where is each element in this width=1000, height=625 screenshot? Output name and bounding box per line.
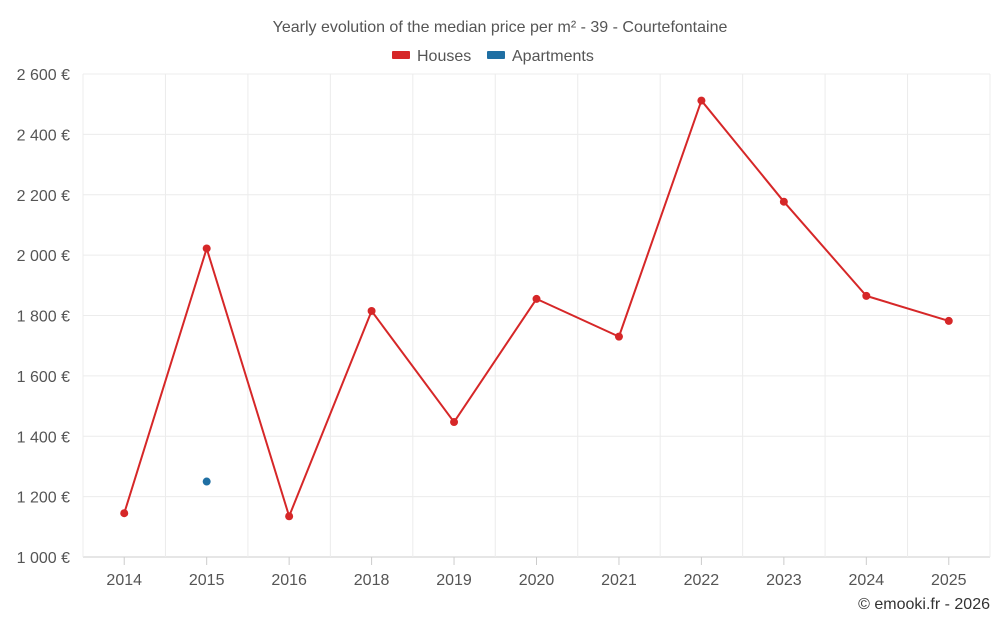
y-tick-label: 2 600 € [17, 67, 70, 84]
x-tick-label: 2020 [519, 572, 555, 589]
legend: Houses Apartments [392, 48, 594, 65]
legend-item-apartments[interactable]: Apartments [487, 48, 594, 65]
chart-title: Yearly evolution of the median price per… [273, 19, 728, 36]
data-point-houses-2016[interactable] [285, 512, 294, 521]
y-tick-label: 2 200 € [17, 188, 70, 205]
data-point-houses-2023[interactable] [779, 197, 788, 206]
grid [82, 73, 991, 565]
y-tick-label: 1 200 € [17, 490, 70, 507]
series-layer [120, 96, 953, 521]
legend-label-houses: Houses [417, 48, 471, 65]
y-tick-label: 1 800 € [17, 309, 70, 326]
data-point-houses-2024[interactable] [862, 291, 871, 300]
legend-item-houses[interactable]: Houses [392, 48, 471, 65]
data-point-houses-2019[interactable] [450, 418, 459, 427]
x-tick-label: 2022 [684, 572, 720, 589]
x-tick-label: 2023 [766, 572, 802, 589]
data-point-houses-2018[interactable] [367, 306, 376, 315]
data-point-houses-2025[interactable] [944, 316, 953, 325]
data-point-houses-2020[interactable] [532, 294, 541, 303]
x-tick-label: 2015 [189, 572, 225, 589]
credit-text: © emooki.fr - 2026 [858, 596, 990, 613]
y-tick-label: 1 000 € [17, 550, 70, 567]
x-tick-label: 2021 [601, 572, 637, 589]
x-tick-label: 2016 [271, 572, 307, 589]
legend-swatch-apartments [487, 51, 505, 59]
x-axis-tick-labels: 2014 2015 2016 2018 2019 2020 2021 2022 2023 2024… [106, 572, 966, 589]
legend-label-apartments: Apartments [512, 48, 594, 65]
data-point-houses-2015[interactable] [202, 244, 211, 253]
y-axis-tick-labels: 1 000 € 1 200 € 1 400 € 1 600 € 1 800 € 2 000… [17, 67, 70, 567]
data-point-houses-2014[interactable] [120, 509, 129, 518]
x-tick-label: 2014 [106, 572, 142, 589]
x-tick-label: 2019 [436, 572, 472, 589]
y-tick-label: 1 400 € [17, 429, 70, 446]
x-tick-label: 2025 [931, 572, 967, 589]
x-tick-label: 2018 [354, 572, 390, 589]
y-tick-label: 2 400 € [17, 127, 70, 144]
y-tick-label: 2 000 € [17, 248, 70, 265]
data-point-houses-2021[interactable] [614, 332, 623, 341]
data-point-apartments-2015[interactable] [202, 477, 211, 486]
data-point-houses-2022[interactable] [697, 96, 706, 105]
x-tick-label: 2024 [849, 572, 885, 589]
y-tick-label: 1 600 € [17, 369, 70, 386]
legend-swatch-houses [392, 51, 410, 59]
